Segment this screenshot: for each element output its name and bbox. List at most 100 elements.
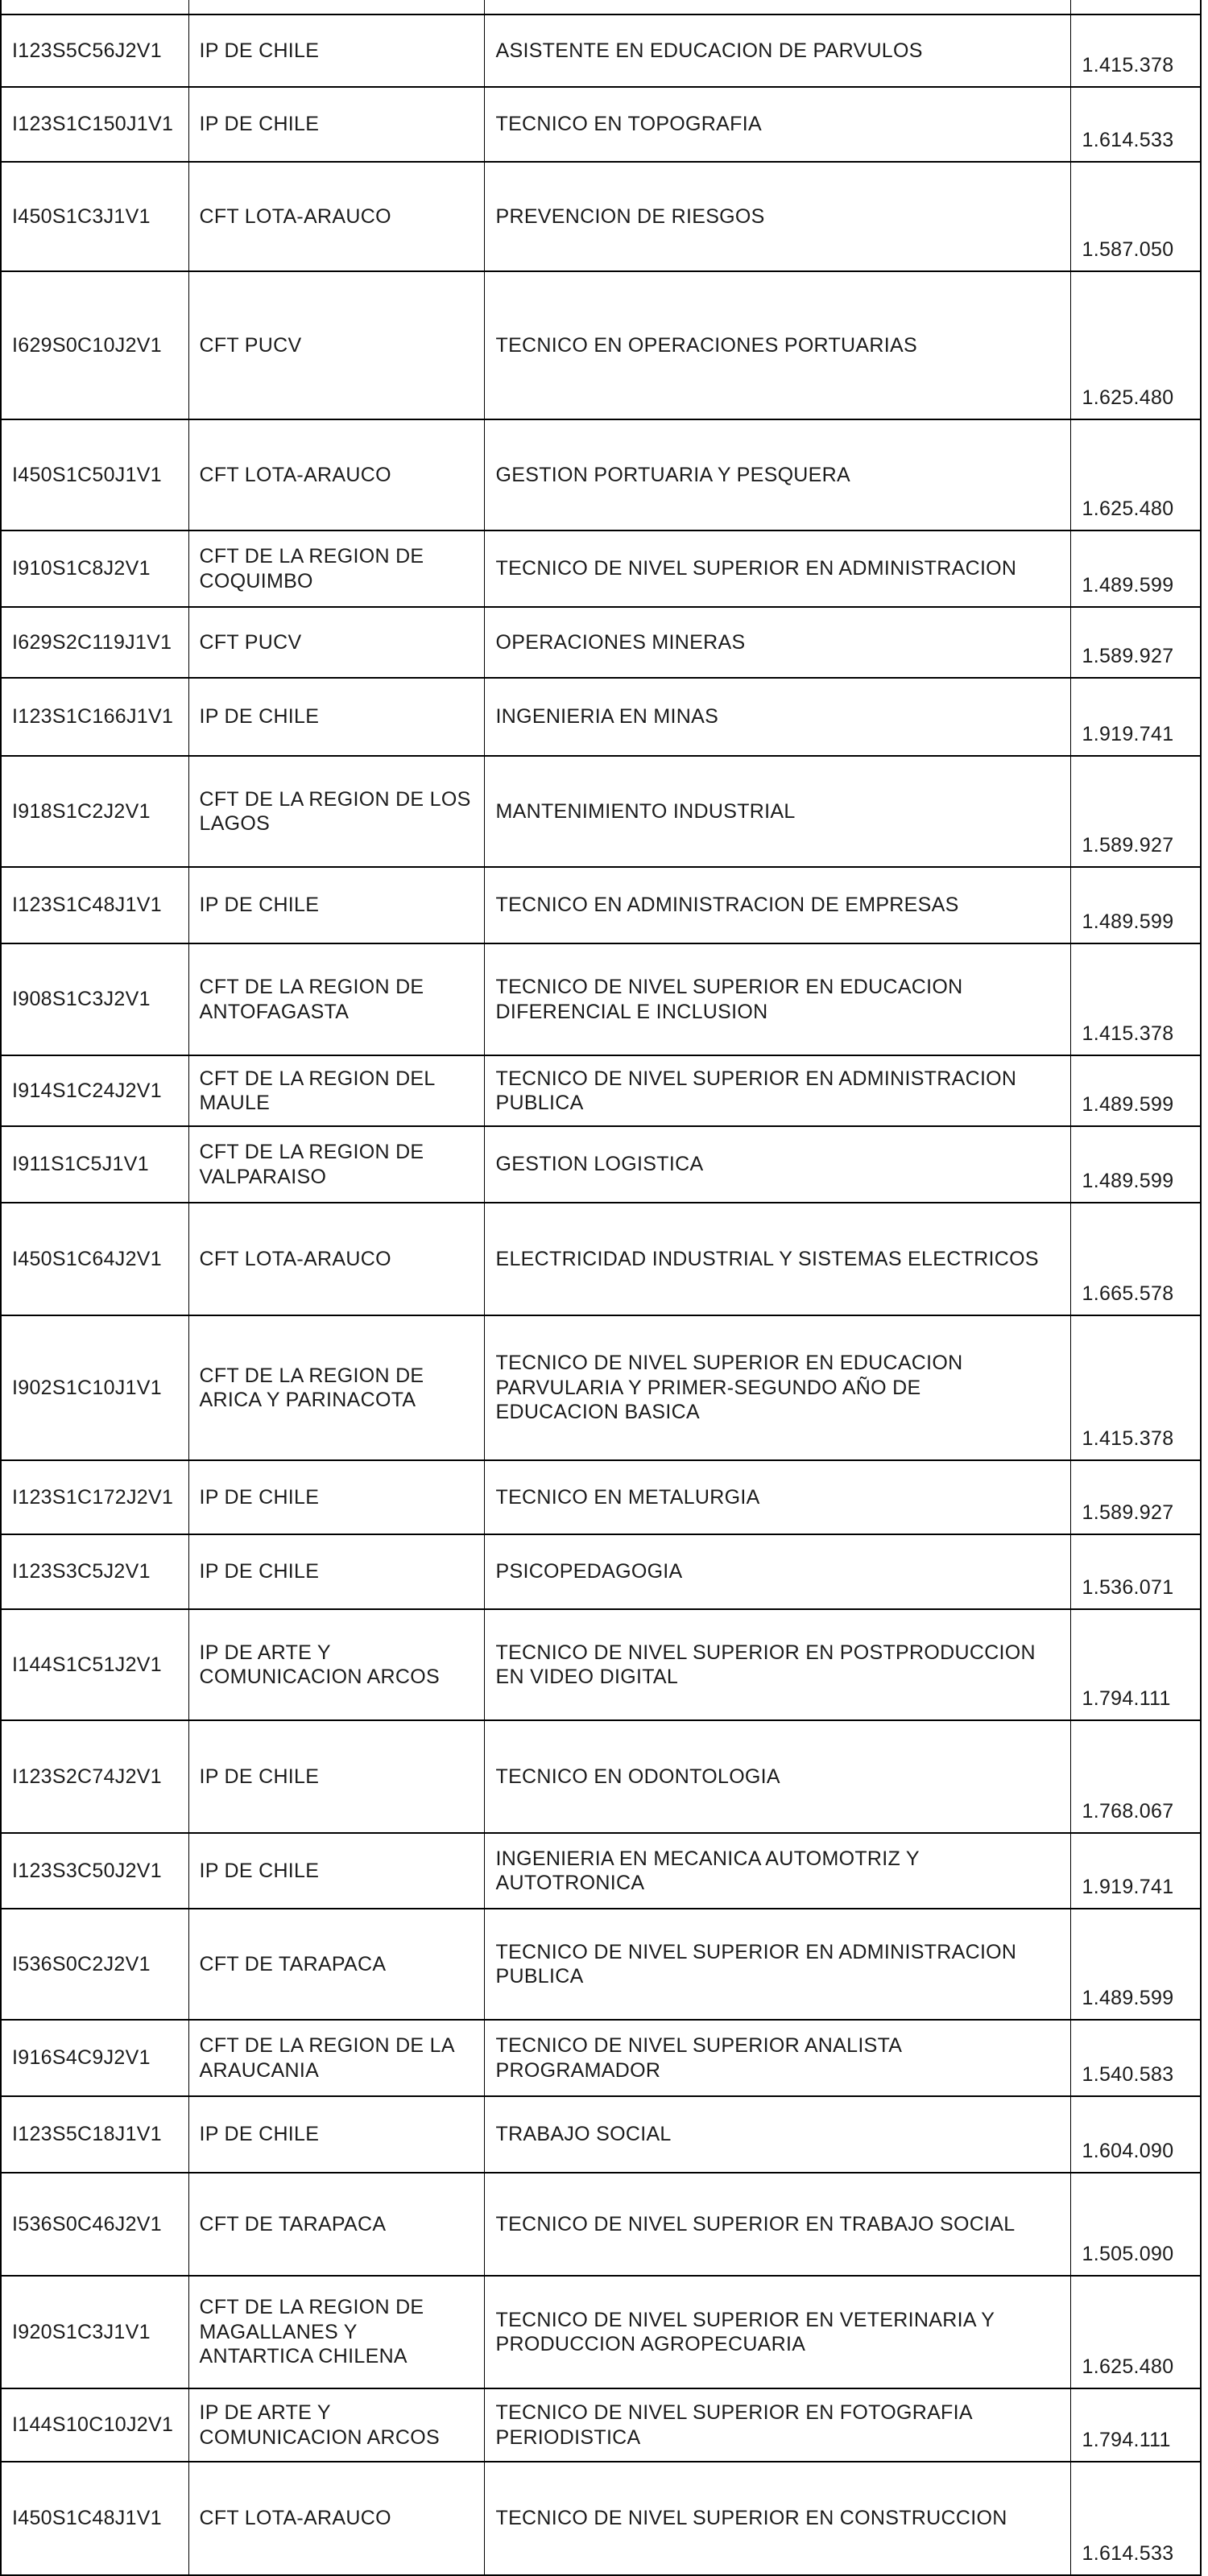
- table-row: I536S0C46J2V1 CFT DE TARAPACA TECNICO DE N…: [0, 2172, 1202, 2277]
- program-cell: TECNICO DE NIVEL SUPERIOR EN ADMINISTRAC…: [483, 1908, 1071, 2021]
- table-row: I911S1C5J1V1 CFT DE LA REGION DE VALPARAI…: [0, 1125, 1202, 1203]
- value-cell: 1.919.741: [1069, 1832, 1202, 1909]
- institution-cell: CFT DE LA REGION DE MAGALLANES Y ANTARTI…: [188, 2275, 485, 2389]
- program-cell: INGENIERIA EN MECANICA AUTOMOTRIZ Y AUTO…: [483, 1832, 1071, 1909]
- program-cell: TECNICO EN ODONTOLOGIA: [483, 1719, 1071, 1834]
- program-cell: TECNICO DE NIVEL SUPERIOR EN EDUCACION P…: [483, 1315, 1071, 1461]
- value-cell: 1.625.480: [1069, 2275, 1202, 2389]
- table-row: I123S5C18J1V1 IP DE CHILE TRABAJO SOCIAL 1.…: [0, 2095, 1202, 2174]
- value-cell: 1.794.111: [1069, 2388, 1202, 2462]
- partial-row-top: [0, 0, 1202, 15]
- institution-cell: IP DE CHILE: [188, 86, 485, 163]
- value-cell: 1.489.599: [1069, 1125, 1202, 1203]
- value-cell: 1.489.599: [1069, 1055, 1202, 1127]
- code-cell: I911S1C5J1V1: [0, 1125, 189, 1203]
- program-cell: TECNICO DE NIVEL SUPERIOR EN TRABAJO SOC…: [483, 2172, 1071, 2277]
- value-cell: 1.540.583: [1069, 2019, 1202, 2097]
- table-row: I910S1C8J2V1 CFT DE LA REGION DE COQUIMBO…: [0, 530, 1202, 608]
- table-row: I450S1C48J1V1 CFT LOTA-ARAUCO TECNICO DE N…: [0, 2461, 1202, 2576]
- code-cell: I123S5C56J2V1: [0, 14, 189, 88]
- table-row: I123S2C74J2V1 IP DE CHILE TECNICO EN ODONT…: [0, 1719, 1202, 1834]
- code-cell: I918S1C2J2V1: [0, 755, 189, 868]
- code-cell: I123S1C166J1V1: [0, 677, 189, 757]
- code-cell: I450S1C50J1V1: [0, 419, 189, 531]
- program-cell: TRABAJO SOCIAL: [483, 2095, 1071, 2174]
- table-row: I918S1C2J2V1 CFT DE LA REGION DE LOS LAGO…: [0, 755, 1202, 868]
- table-row: I450S1C64J2V1 CFT LOTA-ARAUCO ELECTRICIDAD…: [0, 1202, 1202, 1316]
- institution-cell: CFT PUCV: [188, 606, 485, 679]
- institution-cell: CFT LOTA-ARAUCO: [188, 2461, 485, 2576]
- program-cell: TECNICO EN OPERACIONES PORTUARIAS: [483, 270, 1071, 420]
- institution-cell: CFT DE TARAPACA: [188, 2172, 485, 2277]
- table-row: I123S1C48J1V1 IP DE CHILE TECNICO EN ADMIN…: [0, 866, 1202, 944]
- code-cell: I914S1C24J2V1: [0, 1055, 189, 1127]
- code-cell: I144S10C10J2V1: [0, 2388, 189, 2462]
- code-cell: I450S1C48J1V1: [0, 2461, 189, 2576]
- value-cell: 1.919.741: [1069, 677, 1202, 757]
- code-cell: I916S4C9J2V1: [0, 2019, 189, 2097]
- value-cell: 1.536.071: [1069, 1534, 1202, 1610]
- code-cell: I123S2C74J2V1: [0, 1719, 189, 1834]
- value-cell: [1069, 0, 1202, 15]
- value-cell: 1.614.533: [1069, 86, 1202, 163]
- institution-cell: CFT LOTA-ARAUCO: [188, 1202, 485, 1316]
- institution-cell: CFT DE TARAPACA: [188, 1908, 485, 2021]
- program-cell: PSICOPEDAGOGIA: [483, 1534, 1071, 1610]
- program-cell: TECNICO DE NIVEL SUPERIOR EN ADMINISTRAC…: [483, 1055, 1071, 1127]
- code-cell: I123S1C48J1V1: [0, 866, 189, 944]
- program-cell: TECNICO DE NIVEL SUPERIOR EN POSTPRODUCC…: [483, 1608, 1071, 1721]
- code-cell: I123S1C172J2V1: [0, 1459, 189, 1535]
- value-cell: 1.415.378: [1069, 943, 1202, 1056]
- code-cell: I902S1C10J1V1: [0, 1315, 189, 1461]
- institution-cell: CFT DE LA REGION DE ANTOFAGASTA: [188, 943, 485, 1056]
- institution-cell: [188, 0, 485, 15]
- program-cell: GESTION LOGISTICA: [483, 1125, 1071, 1203]
- table-row: I536S0C2J2V1 CFT DE TARAPACA TECNICO DE NI…: [0, 1908, 1202, 2021]
- value-cell: 1.625.480: [1069, 270, 1202, 420]
- program-cell: MANTENIMIENTO INDUSTRIAL: [483, 755, 1071, 868]
- institution-cell: CFT LOTA-ARAUCO: [188, 161, 485, 272]
- institution-cell: IP DE CHILE: [188, 1832, 485, 1909]
- value-cell: 1.415.378: [1069, 14, 1202, 88]
- institution-cell: CFT LOTA-ARAUCO: [188, 419, 485, 531]
- value-cell: 1.489.599: [1069, 1908, 1202, 2021]
- institution-cell: CFT DE LA REGION DE VALPARAISO: [188, 1125, 485, 1203]
- program-cell: TECNICO DE NIVEL SUPERIOR EN VETERINARIA…: [483, 2275, 1071, 2389]
- program-cell: TECNICO EN TOPOGRAFIA: [483, 86, 1071, 163]
- value-cell: 1.415.378: [1069, 1315, 1202, 1461]
- code-cell: [0, 0, 189, 15]
- institution-cell: CFT PUCV: [188, 270, 485, 420]
- value-cell: 1.625.480: [1069, 419, 1202, 531]
- table-row: I916S4C9J2V1 CFT DE LA REGION DE LA ARAUC…: [0, 2019, 1202, 2097]
- code-cell: I536S0C46J2V1: [0, 2172, 189, 2277]
- table-row: I450S1C3J1V1 CFT LOTA-ARAUCO PREVENCION DE…: [0, 161, 1202, 272]
- table-row: I908S1C3J2V1 CFT DE LA REGION DE ANTOFAGA…: [0, 943, 1202, 1056]
- program-cell: TECNICO EN ADMINISTRACION DE EMPRESAS: [483, 866, 1071, 944]
- code-cell: I123S1C150J1V1: [0, 86, 189, 163]
- institution-cell: IP DE CHILE: [188, 677, 485, 757]
- code-cell: I908S1C3J2V1: [0, 943, 189, 1056]
- table-row: I123S1C166J1V1 IP DE CHILE INGENIERIA EN M…: [0, 677, 1202, 757]
- institution-cell: IP DE ARTE Y COMUNICACION ARCOS: [188, 2388, 485, 2462]
- code-cell: I536S0C2J2V1: [0, 1908, 189, 2021]
- value-cell: 1.614.533: [1069, 2461, 1202, 2576]
- code-cell: I629S0C10J2V1: [0, 270, 189, 420]
- program-cell: TECNICO DE NIVEL SUPERIOR EN EDUCACION D…: [483, 943, 1071, 1056]
- program-cell: GESTION PORTUARIA Y PESQUERA: [483, 419, 1071, 531]
- code-cell: I920S1C3J1V1: [0, 2275, 189, 2389]
- value-cell: 1.589.927: [1069, 755, 1202, 868]
- value-cell: 1.604.090: [1069, 2095, 1202, 2174]
- program-cell: TECNICO DE NIVEL SUPERIOR EN CONSTRUCCIO…: [483, 2461, 1071, 2576]
- code-cell: I629S2C119J1V1: [0, 606, 189, 679]
- value-cell: 1.587.050: [1069, 161, 1202, 272]
- code-cell: I450S1C3J1V1: [0, 161, 189, 272]
- institution-cell: IP DE ARTE Y COMUNICACION ARCOS: [188, 1608, 485, 1721]
- value-cell: 1.665.578: [1069, 1202, 1202, 1316]
- program-cell: TECNICO DE NIVEL SUPERIOR EN ADMINISTRAC…: [483, 530, 1071, 608]
- program-cell: INGENIERIA EN MINAS: [483, 677, 1071, 757]
- value-cell: 1.489.599: [1069, 866, 1202, 944]
- value-cell: 1.589.927: [1069, 1459, 1202, 1535]
- table-row: I123S5C56J2V1 IP DE CHILE ASISTENTE EN EDU…: [0, 14, 1202, 88]
